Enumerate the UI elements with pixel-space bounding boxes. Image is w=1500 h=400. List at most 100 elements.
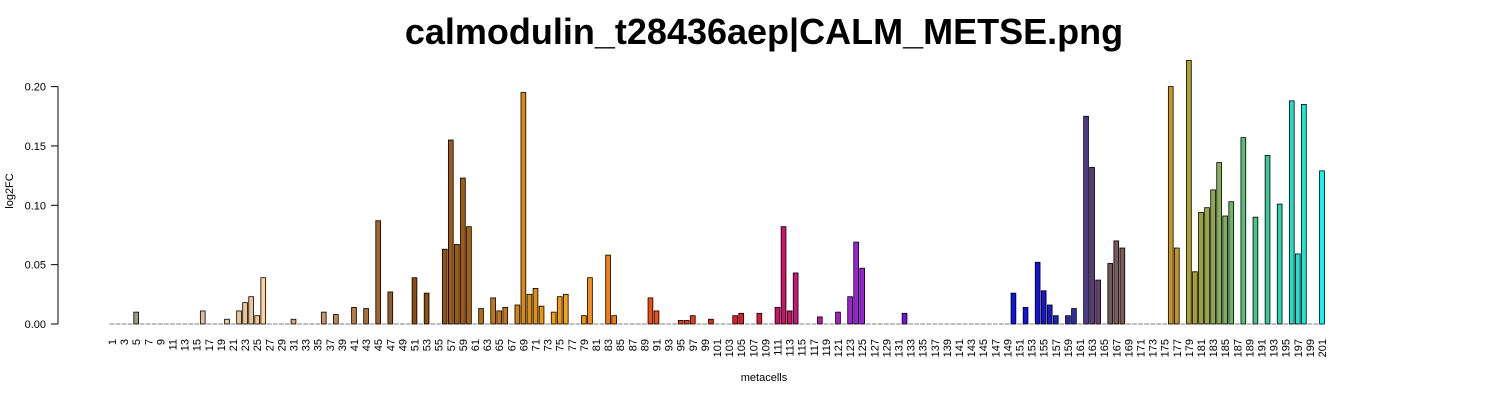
x-tick-label: 127: [869, 339, 881, 357]
x-tick-label: 79: [579, 339, 591, 351]
x-tick-label: 111: [773, 339, 785, 356]
bar-metacell-113: [786, 310, 793, 325]
x-tick-label: 117: [809, 339, 821, 357]
bar-metacell-95: [677, 320, 684, 325]
x-tick-label: 45: [373, 339, 385, 351]
x-tick-label: 119: [821, 339, 833, 357]
bar-metacell-123: [847, 296, 853, 325]
y-tick-label: 0.20: [25, 82, 46, 94]
bars: [109, 60, 1325, 325]
x-tick-label: 43: [361, 339, 373, 351]
x-tick-label: 67: [506, 339, 518, 351]
x-tick-label: 133: [906, 339, 918, 357]
bar-metacell-180: [1192, 271, 1198, 325]
x-tick-label: 191: [1257, 339, 1269, 357]
x-axis: 1 3 5 7 9 11 13 15 17 19 21 23 25 27 29 31 33 35 37 39 41 43 4…: [107, 339, 1329, 357]
bar-metacell-154: [1034, 261, 1041, 325]
y-axis: 0.00 0.05 0.10 0.15 0.20: [25, 82, 59, 331]
x-tick-label: 105: [736, 339, 748, 357]
x-tick-label: 63: [482, 339, 494, 351]
bar-metacell-58: [454, 244, 460, 325]
bar-metacell-168: [1119, 247, 1126, 325]
bar-metacell-114: [792, 272, 799, 325]
x-tick-label: 49: [397, 339, 409, 351]
chart-title: calmodulin_t28436aep|CALM_METSE.png: [405, 11, 1123, 53]
x-tick-label: 65: [494, 339, 506, 351]
x-tick-label: 37: [325, 339, 337, 351]
x-tick-label: 187: [1232, 339, 1244, 357]
bar-metacell-75: [556, 296, 563, 325]
bar-metacell-121: [835, 311, 841, 325]
x-tick-label: 107: [748, 339, 760, 357]
x-tick-label: 145: [978, 339, 990, 357]
bar-metacell-51: [411, 277, 418, 325]
y-tick-label: 0.00: [25, 319, 46, 331]
x-tick-label: 137: [930, 339, 942, 357]
bar-metacell-111: [774, 306, 781, 325]
x-tick-label: 21: [228, 339, 240, 351]
x-tick-label: 39: [337, 339, 349, 351]
x-tick-label: 33: [301, 339, 313, 351]
bar-metacell-112: [780, 226, 787, 325]
x-tick-label: 77: [567, 339, 579, 351]
x-tick-label: 157: [1051, 339, 1063, 357]
bar-metacell-5: [133, 311, 140, 325]
bar-metacell-59: [460, 177, 466, 325]
x-tick-label: 165: [1099, 339, 1111, 357]
x-tick-label: 167: [1111, 339, 1123, 357]
x-tick-label: 1: [107, 339, 119, 345]
bar-metacell-36: [320, 311, 327, 325]
x-tick-label: 27: [264, 339, 276, 351]
x-tick-label: 95: [676, 339, 688, 351]
bar-metacell-69: [520, 92, 527, 325]
bar-metacell-23: [242, 302, 248, 325]
x-tick-label: 135: [918, 339, 930, 357]
bar-metacell-192: [1264, 155, 1271, 325]
x-tick-label: 15: [192, 339, 204, 351]
x-tick-label: 181: [1196, 339, 1208, 357]
bar-metacell-22: [236, 310, 242, 325]
bar-metacell-60: [466, 226, 472, 325]
bar-metacell-43: [363, 308, 369, 325]
bar-metacell-97: [690, 315, 696, 325]
bar-metacell-16: [199, 310, 206, 325]
bar-metacell-57: [447, 139, 454, 325]
x-tick-label: 83: [603, 339, 615, 351]
bar-metacell-105: [738, 312, 744, 325]
x-tick-label: 123: [845, 339, 857, 357]
bar-metacell-162: [1083, 115, 1089, 325]
y-tick-label: 0.10: [25, 200, 46, 212]
bar-metacell-20: [224, 318, 230, 325]
x-tick-label: 99: [700, 339, 712, 351]
bar-metacell-188: [1240, 137, 1247, 325]
bar-metacell-194: [1276, 203, 1283, 325]
x-tick-label: 5: [131, 339, 143, 345]
x-tick-label: 51: [410, 339, 422, 351]
bar-metacell-45: [375, 220, 381, 325]
bar-metacell-65: [496, 310, 502, 325]
x-tick-label: 85: [615, 339, 627, 351]
bar-metacell-152: [1022, 306, 1029, 325]
bar-metacell-201: [1319, 170, 1325, 325]
bar-metacell-80: [587, 277, 593, 325]
y-tick-label: 0.15: [25, 141, 46, 153]
x-tick-label: 17: [204, 339, 216, 351]
bar-metacell-157: [1053, 315, 1059, 325]
bar-metacell-96: [683, 320, 690, 325]
bar-metacell-66: [502, 306, 509, 325]
y-axis-label: log2FC: [4, 173, 16, 209]
x-tick-label: 31: [289, 339, 301, 351]
bar-metacell-47: [387, 291, 394, 325]
bar-metacell-182: [1204, 207, 1210, 325]
bar-metacell-160: [1071, 308, 1077, 325]
x-tick-label: 159: [1063, 339, 1075, 357]
bar-metacell-150: [1010, 292, 1017, 325]
x-tick-label: 149: [1002, 339, 1014, 357]
x-tick-label: 35: [313, 339, 325, 351]
y-tick-label: 0.05: [25, 260, 46, 272]
bar-metacell-198: [1301, 104, 1307, 325]
x-tick-label: 199: [1305, 339, 1317, 357]
x-tick-label: 101: [712, 339, 724, 357]
x-tick-label: 179: [1184, 339, 1196, 357]
